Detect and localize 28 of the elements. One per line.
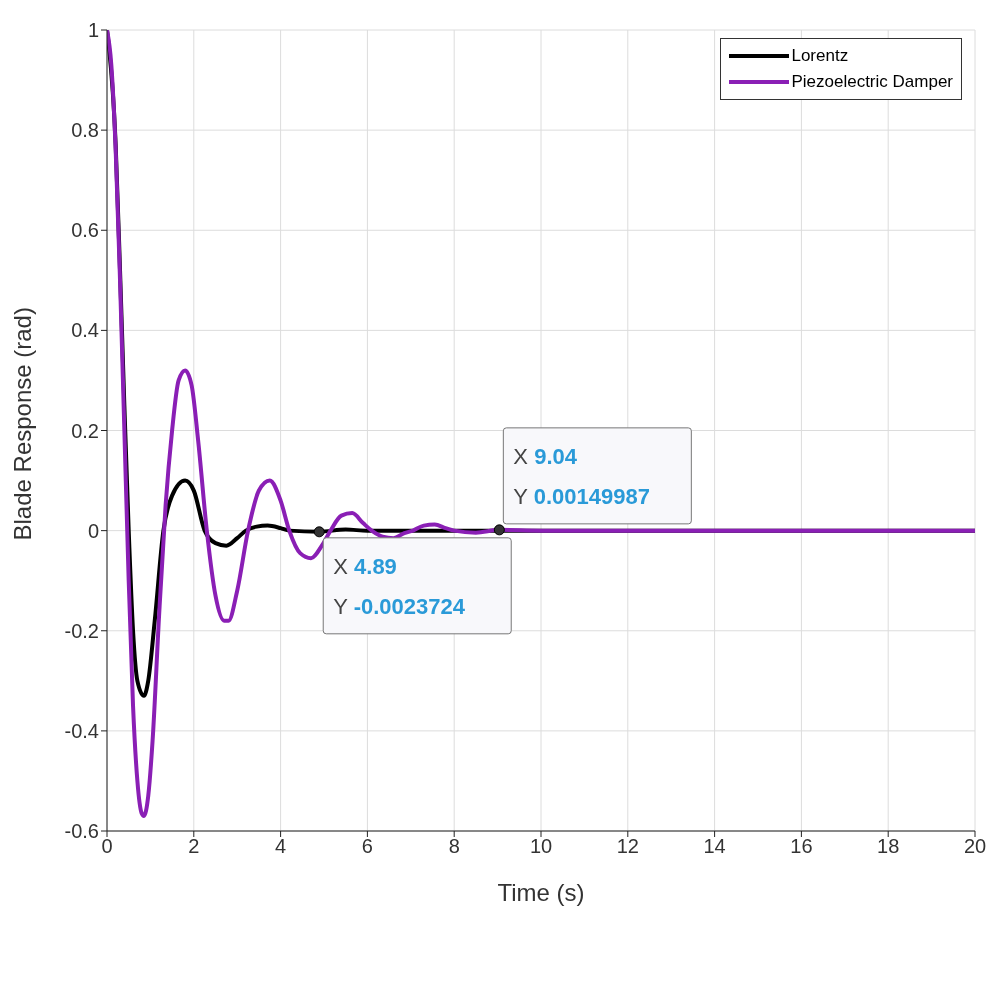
y-tick-label: 0.2: [71, 419, 99, 442]
y-tick-label: -0.6: [64, 820, 99, 843]
y-tick-label: 0: [87, 519, 99, 542]
callout-box: X 9.04 Y 0.00149987: [502, 427, 692, 525]
x-tick-label: 8: [448, 835, 460, 858]
x-tick-label: 4: [275, 835, 287, 858]
y-tick-label: -0.4: [64, 719, 99, 742]
x-tick-label: 10: [529, 835, 553, 858]
legend-label: Lorentz: [791, 46, 849, 66]
y-tick-label: 1: [87, 19, 99, 42]
x-tick-label: 16: [790, 835, 813, 858]
annotation: X 4.89 Y -0.0023724: [333, 553, 466, 619]
y-tick-label: 0.4: [71, 319, 99, 342]
x-tick-label: 0: [101, 835, 113, 858]
x-tick-label: 20: [963, 835, 987, 858]
x-tick-label: 14: [703, 835, 726, 858]
callout-box: X 4.89 Y -0.0023724: [322, 537, 512, 635]
y-tick-label: 0.6: [71, 219, 99, 242]
annotation: X 9.04 Y 0.00149987: [513, 443, 650, 509]
x-axis-title: Time (s): [497, 879, 585, 906]
y-axis-title: Blade Response (rad): [8, 307, 36, 541]
x-tick-label: 18: [877, 835, 900, 858]
y-tick-label: -0.2: [64, 619, 99, 642]
x-tick-label: 12: [616, 835, 639, 858]
x-tick-label: 6: [361, 835, 373, 858]
y-tick-label: 0.8: [71, 119, 99, 142]
legend-label: Piezoelectric Damper: [791, 72, 953, 92]
x-tick-label: 2: [188, 835, 200, 858]
